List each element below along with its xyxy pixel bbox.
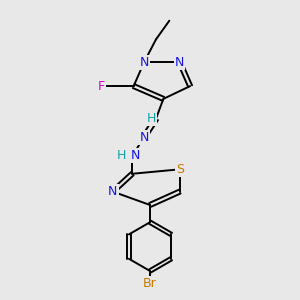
Text: N: N <box>175 56 184 69</box>
Text: H: H <box>117 149 127 162</box>
Text: N: N <box>108 185 118 198</box>
Text: Br: Br <box>143 277 157 290</box>
Text: H: H <box>146 112 156 125</box>
Text: N: N <box>131 149 140 162</box>
Text: F: F <box>98 80 104 93</box>
Text: N: N <box>140 56 149 69</box>
Text: N: N <box>140 131 149 144</box>
Text: S: S <box>176 163 184 176</box>
